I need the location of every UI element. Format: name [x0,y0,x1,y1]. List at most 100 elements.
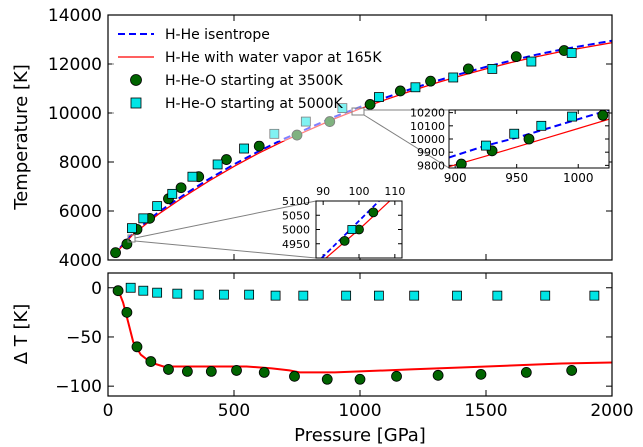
large-inset-y-tick-label: 9800 [417,159,445,172]
top-y-tick-label: 12000 [48,55,102,75]
small-inset-y-tick-label: 5100 [282,195,310,208]
large-inset-x-tick-label: 900 [444,171,467,185]
small-inset-x-tick-label: 90 [316,185,330,198]
top-square-point [138,213,149,224]
top-plot-border [107,14,613,261]
bottom-circle-point [391,370,402,382]
bottom-square-point [341,290,352,301]
bottom-square-point [452,290,462,301]
small-inset-circle-point [339,235,350,246]
small-inset-square-point [347,225,357,234]
top-y-tick-label: 8000 [59,153,102,173]
top-square-point [410,82,421,93]
bottom-y-tick-labels: 0 −50 −100 [55,279,102,397]
legend-circle-label: H-He-O starting at 3500K [165,73,343,89]
legend-isentrope-label: H-He isentrope [165,27,270,43]
large-inset-square-point [567,111,577,122]
small-inset-circle-point [368,207,379,218]
large-inset-circle-point [597,110,609,121]
bottom-y-tick-label: 0 [91,279,102,299]
bottom-circle-point [258,366,270,378]
top-y-tick-label: 4000 [59,251,102,271]
x-tick-label: 0 [103,401,114,421]
x-tick-label: 2000 [590,401,633,421]
top-circle-point [425,75,436,87]
bottom-square-point [172,288,183,299]
x-tick-labels: 0 500 1000 1500 2000 [103,401,634,421]
top-square-point [487,64,498,74]
bottom-square-point [193,289,204,300]
large-inset-square-point [481,140,491,151]
top-y-axis-label: Temperature [K] [11,64,32,211]
bottom-y-axis-label: Δ T [K] [11,304,32,365]
bottom-square-point [219,289,229,300]
bottom-circle-point [205,365,217,377]
bottom-square-point [540,290,551,301]
bottom-circle-point [131,341,143,353]
bottom-plot-border [107,272,613,397]
small-inset-isentrope-line [320,201,381,258]
x-axis-label: Pressure [GPa] [294,425,426,446]
large-inset-circle-point [455,158,467,168]
small-inset-y-tick-label: 4950 [282,238,310,251]
small-inset-x-tick-label: 110 [384,185,405,198]
top-circle-point [394,85,406,97]
bottom-square-point [244,289,255,300]
bottom-circle-point [289,370,300,382]
x-tick-label: 1500 [464,401,507,421]
bottom-circle-point [181,365,193,377]
large-inset-y-tick-label: 10200 [410,107,445,120]
top-square-point [373,92,384,102]
top-circle-point [364,99,376,110]
top-circle-point [221,154,232,165]
large-inset-x-tick-label: 1000 [563,171,594,185]
bottom-circle-point [475,368,487,380]
legend: H-He isentrope H-He with water vapor at … [112,25,382,141]
small-inset-x-tick-label: 100 [349,185,370,198]
bottom-square-point [152,287,163,298]
large-inset-circle-point [523,133,535,145]
top-square-point [187,171,198,182]
bottom-square-point [409,290,420,301]
top-square-point [526,56,537,67]
legend-vapor-label: H-He with water vapor at 165K [165,50,382,66]
bottom-circle-point [321,373,333,385]
bottom-circle-point [121,306,133,318]
small-inset-square-markers [347,225,357,234]
top-y-tick-label: 6000 [59,202,102,222]
bottom-square-point [298,290,309,301]
small-inset-y-tick-label: 5000 [282,224,310,237]
bottom-circle-point [231,365,242,376]
top-circle-point [175,182,187,194]
bottom-circle-point [354,373,366,385]
large-inset-square-point [509,128,520,139]
large-inset-x-tick-label: 950 [505,171,528,185]
top-square-point [566,48,577,58]
bottom-y-tick-label: −100 [55,377,102,397]
bottom-square-point [138,285,149,296]
top-square-point [239,143,249,154]
large-inset-y-tick-label: 10100 [410,120,445,133]
large-inset-square-markers [481,111,577,151]
bottom-square-point [589,290,600,301]
x-tick-label: 1000 [338,401,381,421]
top-y-tick-label: 10000 [48,104,102,124]
bottom-panel: 0 −50 −100 0 500 1000 1500 2000 Δ T [K] Pressu… [11,272,634,446]
top-y-tick-labels: 4000 6000 8000 10000 12000 14000 [48,6,102,271]
legend-square-swatch [130,97,142,109]
inset-connectors [127,107,450,259]
top-circle-point [110,247,121,259]
bottom-square-point [270,290,281,301]
bottom-circle-point [566,365,578,376]
top-square-point [167,188,178,199]
large-inset-circle-markers [455,110,609,168]
top-square-point [127,223,137,234]
top-square-point [212,159,223,170]
top-square-point [448,72,459,83]
large-inset-y-tick-label: 9900 [417,146,445,159]
bottom-circle-markers [112,285,578,385]
